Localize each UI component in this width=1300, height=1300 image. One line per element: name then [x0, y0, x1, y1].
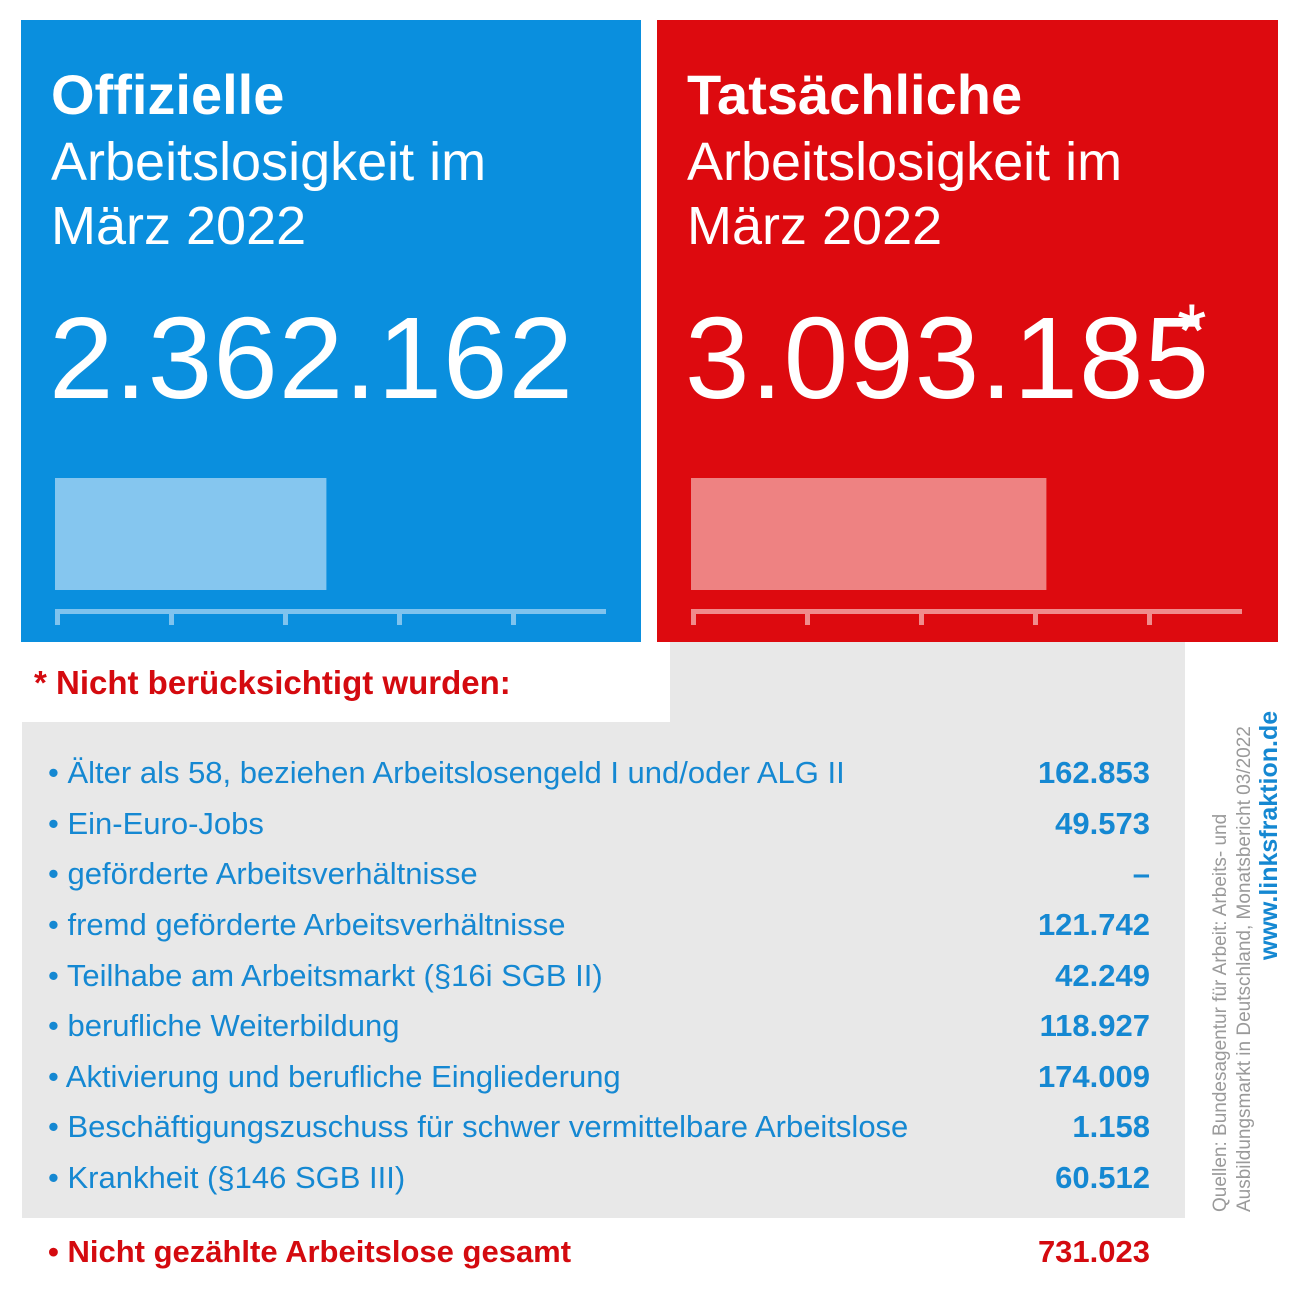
website-link[interactable]: www.linksfraktion.de — [1255, 710, 1283, 960]
official-bar-chart — [55, 478, 606, 625]
list-item-value: 1.158 — [1072, 1109, 1150, 1145]
source-line1: Quellen: Bundesagentur für Arbeit: Arbei… — [1210, 813, 1231, 1212]
official-title-bold: Offizielle — [51, 63, 285, 126]
list-item: geförderte Arbeitsverhältnisse – — [48, 849, 1150, 900]
axis-tick — [805, 609, 810, 625]
list-item: Aktivierung und berufliche Eingliederung… — [48, 1052, 1150, 1103]
actual-bar-chart — [691, 478, 1242, 625]
official-title-line2: Arbeitslosigkeit im — [51, 132, 487, 192]
list-item-label: Teilhabe am Arbeitsmarkt (§16i SGB II) — [48, 958, 603, 994]
list-item: Ein-Euro-Jobs 49.573 — [48, 799, 1150, 850]
axis-tick — [1147, 609, 1152, 625]
list-item-label: Beschäftigungszuschuss für schwer vermit… — [48, 1109, 908, 1145]
total-value: 731.023 — [1037, 1234, 1150, 1269]
list-item: Krankheit (§146 SGB III) 60.512 — [48, 1153, 1150, 1204]
list-item: fremd geförderte Arbeitsverhältnisse 121.… — [48, 900, 1150, 951]
note-title: * Nicht berücksichtigt wurden: — [34, 664, 511, 701]
total-label: Nicht gezählte Arbeitslose gesamt — [48, 1234, 571, 1270]
list-item-value: 174.009 — [1037, 1058, 1150, 1094]
actual-title-bold: Tatsächliche — [687, 63, 1023, 126]
axis-tick — [283, 609, 288, 625]
official-number: 2.362.162 — [49, 293, 575, 423]
list-item-value: 121.742 — [1037, 907, 1150, 943]
list-item-label: Krankheit (§146 SGB III) — [48, 1160, 405, 1196]
list-item: Teilhabe am Arbeitsmarkt (§16i SGB II) 42… — [48, 950, 1150, 1001]
axis-tick — [511, 609, 516, 625]
list-item-value: 60.512 — [1055, 1160, 1150, 1196]
actual-title-line3: März 2022 — [687, 196, 943, 256]
actual-number: 3.093.185 — [685, 293, 1211, 423]
list-item-label: berufliche Weiterbildung — [48, 1008, 399, 1044]
axis-line — [691, 609, 1242, 614]
source-line2: Ausbildungsmarkt in Deutschland, Monatsb… — [1234, 726, 1255, 1212]
side-info: Quellen: Bundesagentur für Arbeit: Arbei… — [1185, 642, 1300, 1218]
bar-official — [55, 478, 327, 590]
axis-tick — [169, 609, 174, 625]
list-item: Älter als 58, beziehen Arbeitslosengeld … — [48, 748, 1150, 799]
axis-line — [55, 609, 606, 614]
list-item-value: 49.573 — [1055, 805, 1150, 841]
source-note: Quellen: Bundesagentur für Arbeit: Arbei… — [1209, 636, 1257, 1212]
actual-asterisk: * — [1177, 289, 1207, 374]
note-title-background — [22, 642, 670, 722]
axis-tick — [55, 609, 60, 625]
axis-tick — [1033, 609, 1038, 625]
list-item-value: 162.853 — [1037, 755, 1150, 791]
axis-tick — [691, 609, 696, 625]
axis-tick — [919, 609, 924, 625]
list-item-value: 118.927 — [1039, 1008, 1150, 1044]
list-item-label: geförderte Arbeitsverhältnisse — [48, 856, 477, 892]
official-title-line3: März 2022 — [51, 196, 307, 256]
list-item-label: Älter als 58, beziehen Arbeitslosengeld … — [48, 755, 844, 791]
axis-tick — [397, 609, 402, 625]
list-item: Beschäftigungszuschuss für schwer vermit… — [48, 1102, 1150, 1153]
list-item-label: Ein-Euro-Jobs — [48, 806, 263, 842]
list-item-label: fremd geförderte Arbeitsverhältnisse — [48, 907, 565, 943]
list-item-label: Aktivierung und berufliche Eingliederung — [48, 1059, 621, 1095]
official-panel: Offizielle Arbeitslosigkeit im März 2022… — [21, 20, 641, 642]
actual-title-line2: Arbeitslosigkeit im — [687, 132, 1123, 192]
list-item-value: 42.249 — [1055, 957, 1150, 993]
list-item: berufliche Weiterbildung 118.927 — [48, 1001, 1150, 1052]
actual-panel: Tatsächliche Arbeitslosigkeit im März 20… — [657, 20, 1278, 642]
bar-actual — [691, 478, 1047, 590]
total-row: Nicht gezählte Arbeitslose gesamt 731.02… — [48, 1226, 1150, 1278]
list-item-value: – — [1132, 856, 1150, 892]
not-counted-list: Älter als 58, beziehen Arbeitslosengeld … — [48, 748, 1150, 1203]
